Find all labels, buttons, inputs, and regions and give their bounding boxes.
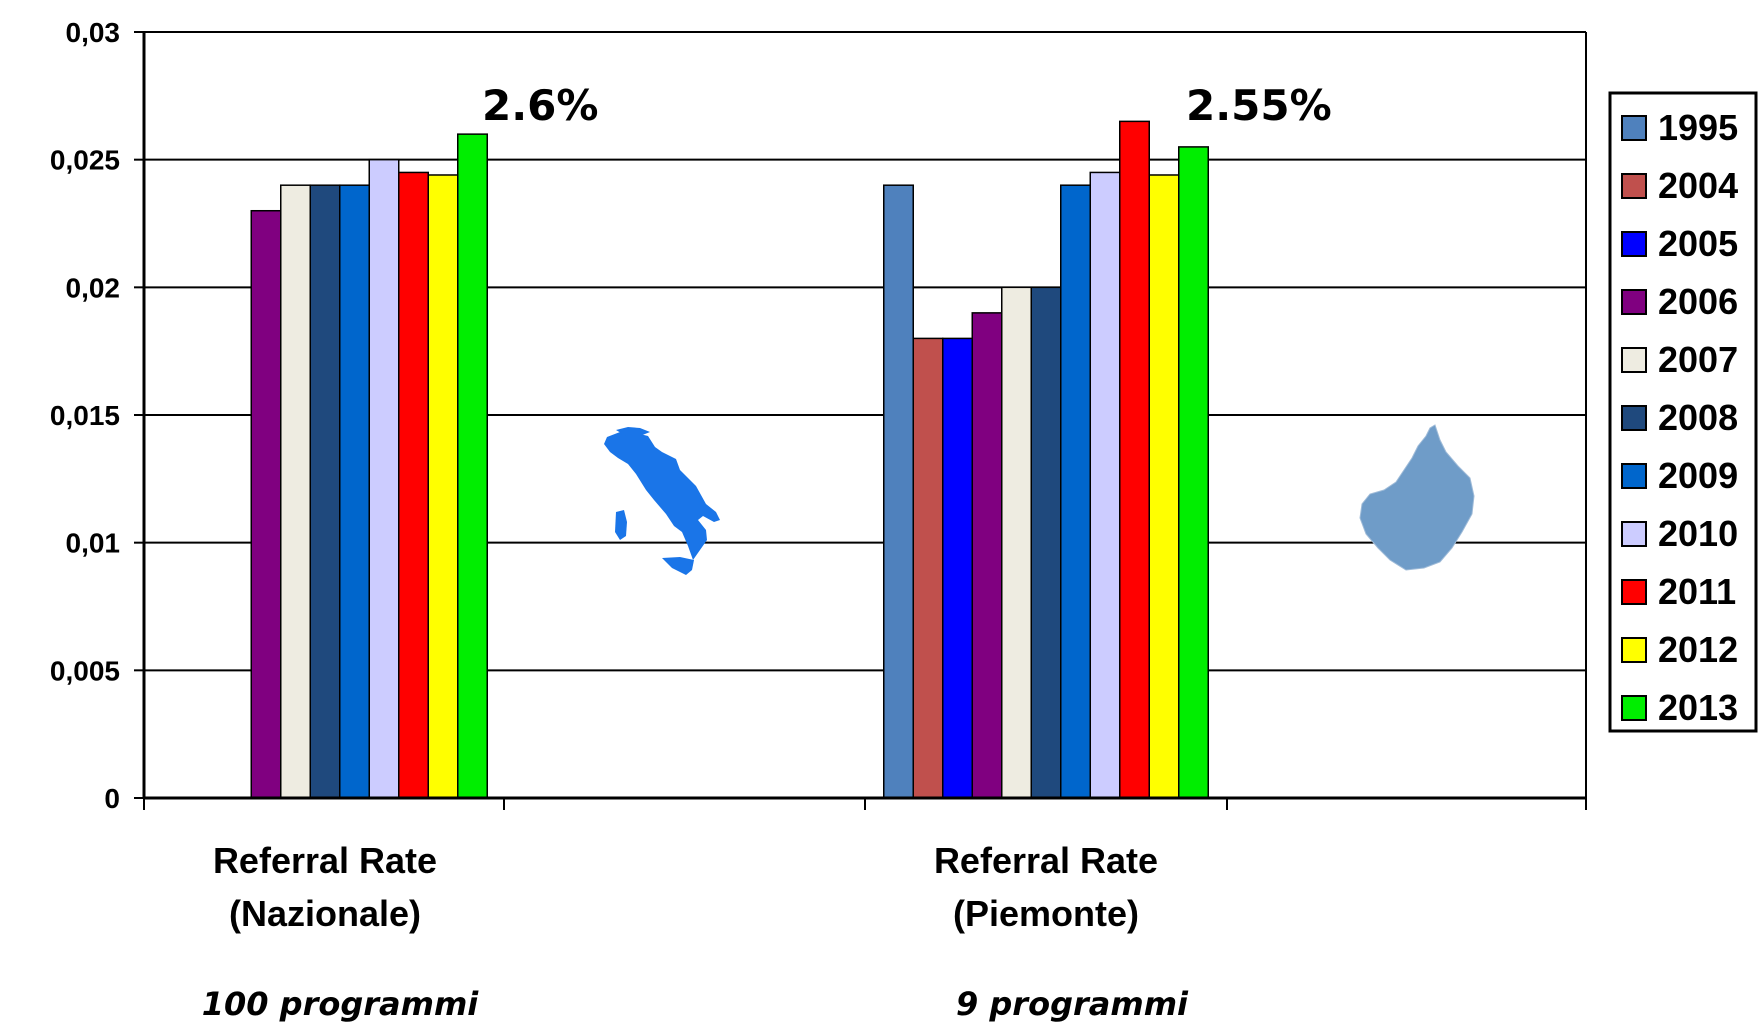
labels: 0 0,005 0,01 0,015 0,02 0,025 0,03 Referral Rat…: [50, 17, 1332, 1023]
y-tick-label: 0,005: [50, 655, 120, 686]
piemonte-map-icon: [1359, 424, 1475, 571]
category-label-line2: (Nazionale): [229, 893, 421, 934]
legend-swatch-2013: [1621, 695, 1647, 721]
bar-2007-piemonte: [1001, 286, 1032, 799]
legend-swatch-2010: [1621, 521, 1647, 547]
bar-2011-nazionale: [398, 171, 429, 799]
legend-label-2011: 2011: [1658, 571, 1736, 612]
category-note: 100 programmi: [202, 985, 480, 1023]
legend-swatch-2005: [1621, 231, 1647, 257]
legend-swatch-2009: [1621, 463, 1647, 489]
axes: [134, 31, 1587, 810]
bar-2008-nazionale: [309, 184, 341, 799]
bar-2013-nazionale: [457, 133, 488, 799]
bar-2011-piemonte: [1119, 120, 1150, 799]
bar-2006-nazionale: [250, 209, 282, 799]
category-note: 9 programmi: [956, 985, 1189, 1023]
y-tick-label: 0,025: [50, 145, 120, 176]
y-tick-label: 0,01: [66, 528, 121, 559]
italy-map-icon: [604, 427, 720, 575]
bar-2007-nazionale: [280, 184, 311, 799]
legend-label-2008: 2008: [1658, 397, 1738, 438]
legend-label-2010: 2010: [1658, 513, 1738, 554]
annotation-label: 2.6%: [482, 81, 598, 130]
bar-2009-nazionale: [339, 184, 370, 799]
bar-2012-nazionale: [427, 174, 459, 799]
legend-swatch-2004: [1621, 173, 1647, 199]
legend-swatch-2006: [1621, 289, 1647, 315]
bar-2013-piemonte: [1178, 146, 1209, 799]
y-tick-label: 0: [104, 783, 120, 814]
legend-label-2006: 2006: [1658, 281, 1738, 322]
legend-label-2007: 2007: [1658, 339, 1738, 380]
legend-swatch-2012: [1621, 637, 1647, 663]
legend-label-2009: 2009: [1658, 455, 1738, 496]
legend-swatch-2008: [1621, 405, 1647, 431]
y-tick-label: 0,03: [66, 17, 121, 48]
legend-label-1995: 1995: [1658, 107, 1738, 148]
annotation-label: 2.55%: [1186, 81, 1332, 130]
category-label-line1: Referral Rate: [213, 840, 437, 881]
y-tick-label: 0,015: [50, 400, 120, 431]
bar-2006-piemonte: [971, 312, 1003, 799]
legend-label-2005: 2005: [1658, 223, 1738, 264]
bar-2010-piemonte: [1089, 171, 1121, 799]
legend-swatch-2011: [1621, 579, 1647, 605]
bar-2010-nazionale: [368, 158, 400, 799]
bar-1995-piemonte: [883, 184, 914, 799]
legend-swatch-1995: [1621, 115, 1647, 141]
bars: [250, 120, 1209, 799]
bar-2005-piemonte: [942, 337, 973, 799]
category-label-line2: (Piemonte): [953, 893, 1139, 934]
y-tick-label: 0,02: [66, 272, 121, 303]
bar-2004-piemonte: [912, 337, 944, 799]
bar-2008-piemonte: [1030, 286, 1062, 799]
legend: 1995 2004 2005 2006 2007 2008 2009 2010 2011 2012…: [1608, 91, 1758, 733]
bar-2012-piemonte: [1148, 174, 1180, 799]
legend-swatch-2007: [1621, 347, 1647, 373]
legend-label-2013: 2013: [1658, 687, 1738, 728]
legend-label-2004: 2004: [1658, 165, 1738, 206]
bar-2009-piemonte: [1060, 184, 1091, 799]
legend-label-2012: 2012: [1658, 629, 1738, 670]
category-label-line1: Referral Rate: [934, 840, 1158, 881]
